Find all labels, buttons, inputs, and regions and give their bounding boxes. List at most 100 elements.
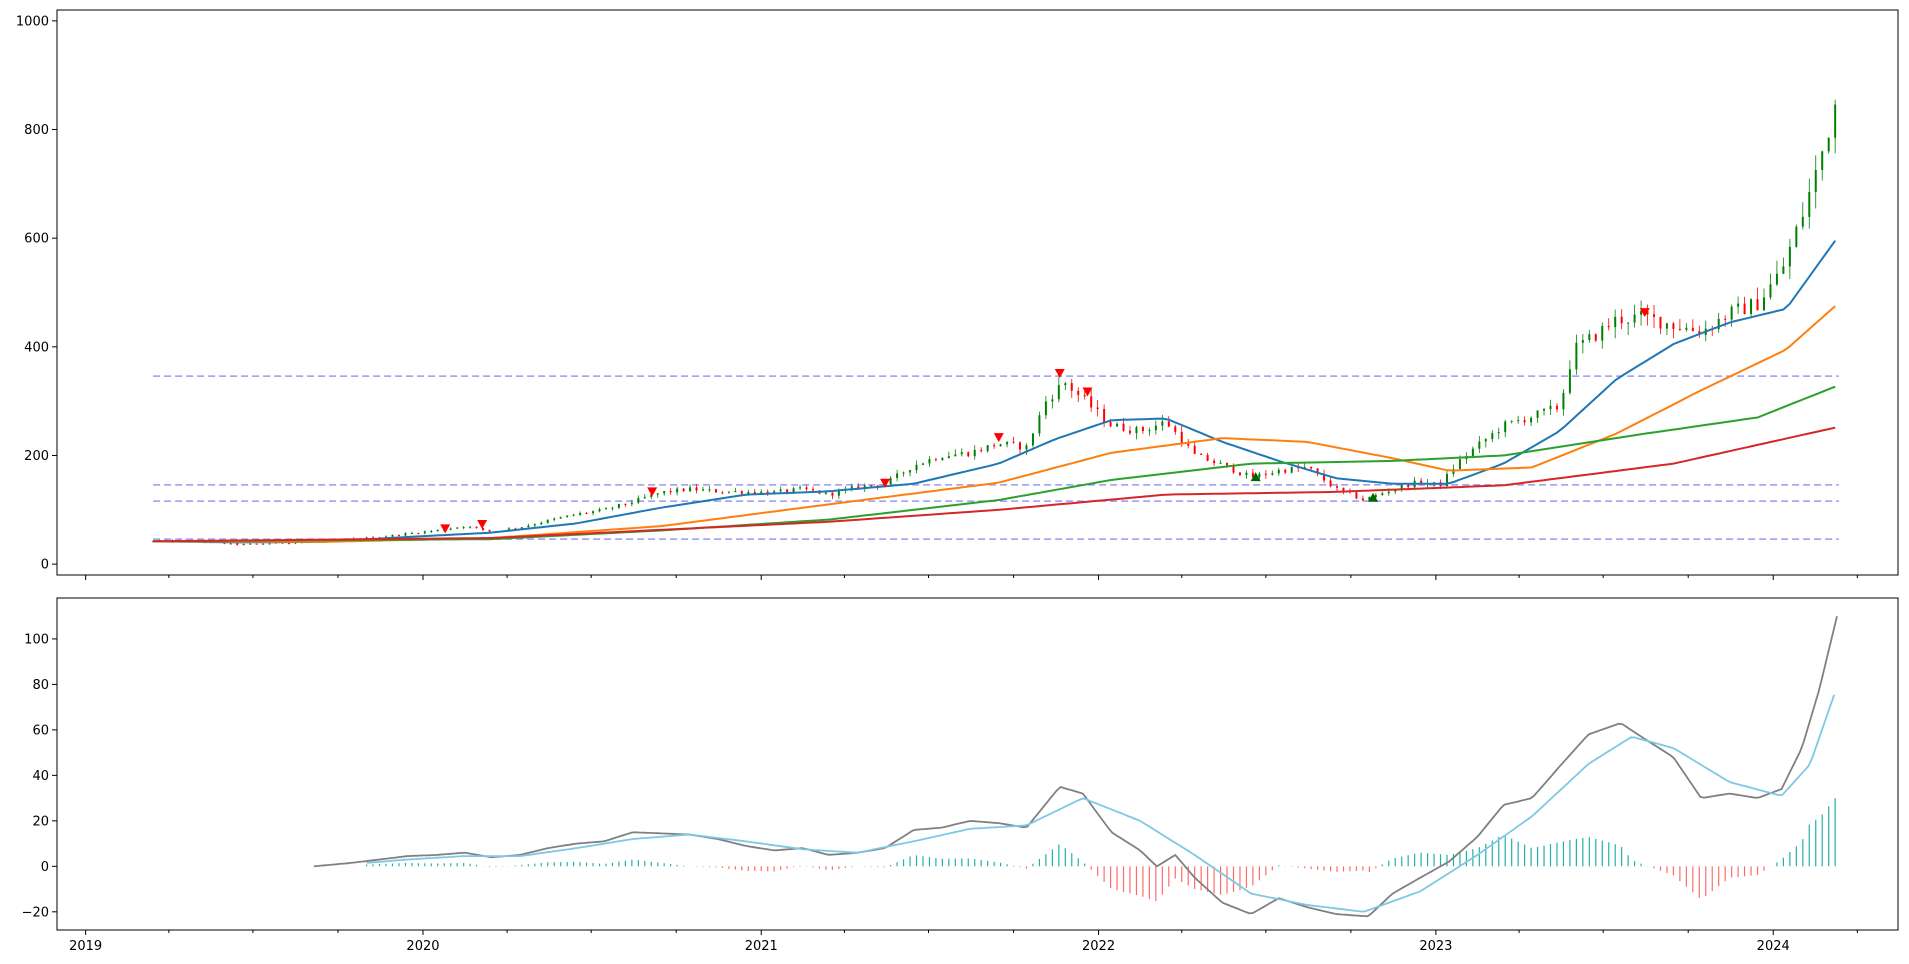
buy-marker — [1368, 492, 1379, 502]
candle — [456, 527, 459, 530]
candle — [1200, 453, 1203, 455]
candle — [423, 530, 426, 535]
candle — [1064, 381, 1067, 390]
candle — [1653, 304, 1656, 328]
candle — [727, 491, 730, 494]
y-tick-label: 800 — [24, 123, 49, 138]
candle — [1737, 296, 1740, 314]
candle — [1678, 319, 1681, 332]
candle — [268, 543, 271, 545]
candle — [1038, 411, 1041, 437]
candle — [1633, 304, 1636, 328]
y-tick-label: 100 — [24, 632, 49, 647]
candle — [1646, 304, 1649, 326]
sell-marker — [880, 478, 891, 488]
candle — [682, 488, 685, 492]
macd-y-axis: −20 0 20 40 60 80 100 — [22, 632, 57, 920]
candle — [1814, 155, 1817, 209]
candle — [1381, 491, 1384, 496]
candle — [1665, 322, 1668, 335]
candle — [1497, 427, 1500, 440]
candle — [1096, 399, 1099, 417]
candle — [1594, 333, 1597, 343]
candle — [1238, 471, 1241, 477]
candle — [1588, 329, 1591, 343]
candle — [397, 534, 400, 537]
candle — [1031, 432, 1034, 448]
x-tick-label: 2021 — [745, 939, 778, 954]
candle — [1555, 403, 1558, 413]
candle — [1090, 389, 1093, 412]
sell-marker — [1054, 368, 1065, 378]
candle — [1484, 438, 1487, 448]
candle — [831, 492, 834, 500]
candle — [1640, 300, 1643, 326]
candle — [475, 526, 478, 529]
candle — [1277, 467, 1280, 476]
candle — [462, 526, 465, 530]
candle — [928, 456, 931, 467]
candle — [469, 525, 472, 529]
y-tick-label: 60 — [32, 723, 49, 738]
candle — [714, 488, 717, 493]
candle — [1167, 416, 1170, 428]
y-tick-label: 0 — [41, 860, 49, 875]
candle — [1562, 389, 1565, 416]
candle — [604, 507, 607, 510]
candle — [436, 529, 439, 532]
candle — [1251, 468, 1254, 478]
macd-plot-area — [313, 615, 1838, 918]
y-tick-label: −20 — [22, 905, 49, 920]
candle — [1601, 322, 1604, 349]
candle — [1264, 470, 1267, 479]
candle — [1361, 495, 1364, 502]
candle — [993, 442, 996, 449]
candle — [372, 536, 375, 539]
sell-marker — [440, 524, 451, 534]
candle — [585, 511, 588, 515]
y-tick-label: 600 — [24, 232, 49, 247]
candle — [708, 486, 711, 493]
candle — [482, 527, 485, 532]
candle — [592, 510, 595, 516]
candle — [598, 507, 601, 513]
sell-marker — [993, 433, 1004, 443]
candle — [1213, 458, 1216, 467]
candle — [417, 532, 420, 535]
macd-histogram — [366, 798, 1836, 902]
candle — [1128, 425, 1131, 436]
candle — [1614, 309, 1617, 339]
candle — [805, 485, 808, 492]
price-axes-frame — [56, 9, 1899, 576]
candle — [1336, 483, 1339, 491]
candle — [1141, 425, 1144, 434]
candle — [1355, 491, 1358, 500]
candle — [702, 486, 705, 492]
candle — [236, 542, 239, 546]
candle — [1530, 416, 1533, 427]
candle — [1019, 441, 1022, 455]
candle — [1523, 416, 1526, 426]
candle — [1206, 452, 1209, 462]
candle — [255, 543, 258, 545]
candle — [1329, 476, 1332, 488]
candle — [676, 486, 679, 496]
y-tick-label: 1000 — [16, 14, 49, 29]
candle — [617, 503, 620, 509]
candle — [1187, 438, 1190, 449]
candle — [1323, 469, 1326, 484]
candle — [811, 486, 814, 492]
candle — [999, 443, 1002, 447]
candle — [656, 493, 659, 498]
candle — [1834, 99, 1837, 154]
candle — [1788, 238, 1791, 279]
moving-average-line — [153, 426, 1836, 543]
candle — [973, 445, 976, 460]
candle — [1051, 394, 1054, 409]
candle — [1070, 378, 1073, 398]
y-tick-label: 20 — [32, 814, 49, 829]
candle — [1504, 419, 1507, 438]
candle — [1174, 424, 1177, 435]
candle — [960, 448, 963, 457]
